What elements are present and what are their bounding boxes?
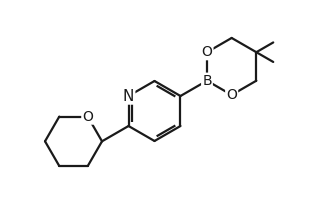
Text: O: O [226, 88, 237, 102]
Text: O: O [202, 45, 213, 59]
Text: B: B [202, 74, 212, 88]
Text: O: O [82, 110, 93, 124]
Text: N: N [123, 89, 134, 103]
